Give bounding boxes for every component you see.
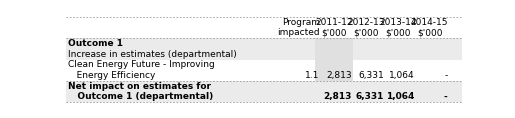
Bar <box>65 81 462 102</box>
Text: Outcome 1: Outcome 1 <box>67 39 123 48</box>
Text: Clean Energy Future - Improving: Clean Energy Future - Improving <box>67 60 214 69</box>
Text: -: - <box>444 71 448 80</box>
Text: Energy Efficiency: Energy Efficiency <box>67 71 155 80</box>
Text: 6,331: 6,331 <box>355 93 384 101</box>
Text: impacted: impacted <box>277 28 320 37</box>
Bar <box>315 38 353 81</box>
Text: 2014-15: 2014-15 <box>411 18 449 27</box>
Bar <box>65 38 462 60</box>
Text: Program: Program <box>282 18 320 27</box>
Text: $'000: $'000 <box>353 28 379 37</box>
Text: 6,331: 6,331 <box>358 71 384 80</box>
Text: 1,064: 1,064 <box>386 93 415 101</box>
Text: -: - <box>444 93 448 101</box>
Text: 2011-12: 2011-12 <box>315 18 353 27</box>
Text: 1,064: 1,064 <box>389 71 415 80</box>
Text: 2,813: 2,813 <box>323 93 352 101</box>
Text: $'000: $'000 <box>417 28 442 37</box>
Text: Outcome 1 (departmental): Outcome 1 (departmental) <box>67 93 213 101</box>
Text: Increase in estimates (departmental): Increase in estimates (departmental) <box>67 50 236 59</box>
Text: 2012-13: 2012-13 <box>347 18 385 27</box>
Text: 2,813: 2,813 <box>326 71 352 80</box>
Text: $'000: $'000 <box>385 28 410 37</box>
Text: 2013-14: 2013-14 <box>379 18 417 27</box>
Text: 1.1: 1.1 <box>305 71 320 80</box>
Text: Net impact on estimates for: Net impact on estimates for <box>67 82 211 91</box>
Text: $'000: $'000 <box>321 28 347 37</box>
